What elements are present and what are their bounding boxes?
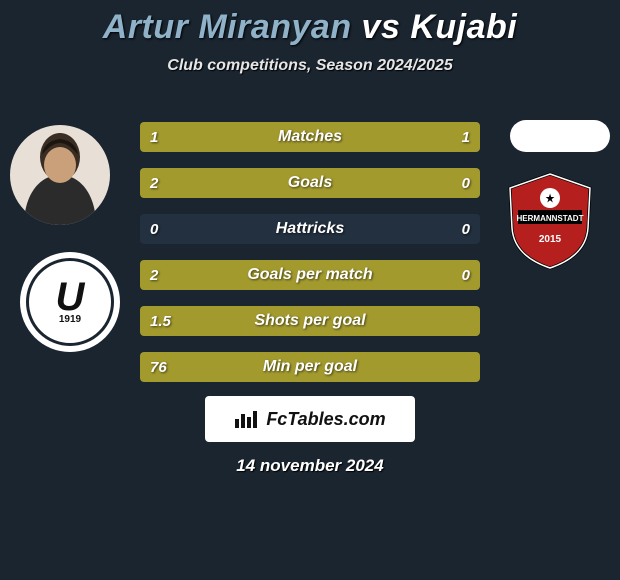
player2-club-badge: HERMANNSTADT 2015: [500, 170, 600, 270]
branding-box: FcTables.com: [205, 396, 415, 442]
brand-text: FcTables.com: [266, 409, 385, 430]
player1-club-badge: U 1919: [20, 252, 120, 352]
player2-avatar: [510, 120, 610, 152]
chart-icon: [234, 409, 260, 429]
club-name-text: HERMANNSTADT: [517, 214, 584, 223]
club-right-year: 2015: [539, 234, 562, 245]
stat-row: 76Min per goal: [140, 352, 480, 382]
stat-label: Hattricks: [140, 214, 480, 244]
stat-row: 11Matches: [140, 122, 480, 152]
subtitle: Club competitions, Season 2024/2025: [0, 57, 620, 75]
stat-label: Goals per match: [140, 260, 480, 290]
stat-row: 1.5Shots per goal: [140, 306, 480, 336]
stat-row: 00Hattricks: [140, 214, 480, 244]
stat-label: Min per goal: [140, 352, 480, 382]
club-year: 1919: [55, 313, 85, 326]
club-ring: U 1919: [26, 258, 114, 346]
stat-label: Shots per goal: [140, 306, 480, 336]
comparison-title: Artur Miranyan vs Kujabi: [0, 0, 620, 47]
player1-avatar: [10, 125, 110, 225]
stat-bars: 11Matches 20Goals 00Hattricks 20Goals per m…: [140, 122, 480, 398]
club-letter: U: [56, 279, 85, 315]
date-text: 14 november 2024: [0, 456, 620, 476]
stat-row: 20Goals: [140, 168, 480, 198]
silhouette-icon: [18, 125, 102, 225]
player2-name: Kujabi: [410, 8, 517, 46]
stat-row: 20Goals per match: [140, 260, 480, 290]
player1-name: Artur Miranyan: [103, 8, 352, 46]
stat-label: Goals: [140, 168, 480, 198]
shield-icon: HERMANNSTADT 2015: [500, 170, 600, 270]
vs-separator: vs: [362, 8, 401, 46]
stat-label: Matches: [140, 122, 480, 152]
